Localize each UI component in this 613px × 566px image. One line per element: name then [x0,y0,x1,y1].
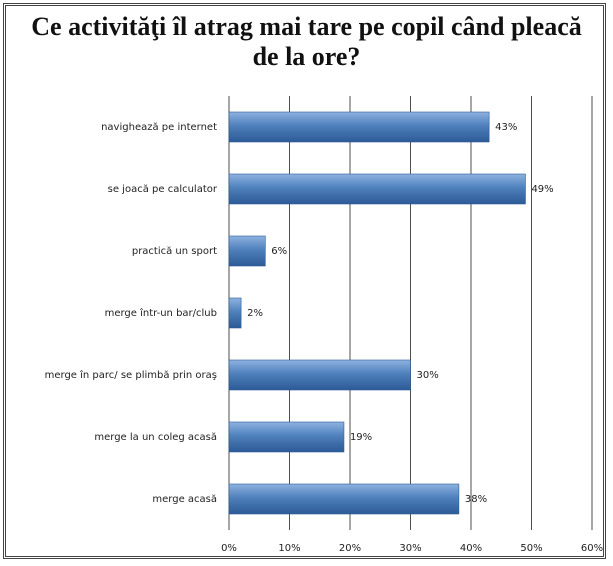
data-label: 38% [465,494,487,505]
x-tick-label: 10% [278,543,300,554]
data-label: 49% [531,184,553,195]
bar [228,111,490,143]
data-label: 2% [247,308,263,319]
y-tick-label: navighează pe internet [101,122,217,133]
bar [228,359,411,391]
data-label: 43% [495,122,517,133]
data-label: 30% [417,370,439,381]
x-tick-label: 0% [221,543,237,554]
y-tick-label: merge acasă [152,494,217,505]
chart-title: Ce activităţi îl atrag mai tare pe copil… [31,12,582,71]
x-tick-label: 40% [460,543,482,554]
y-tick-label: practică un sport [132,246,217,257]
x-tick-label: 50% [520,543,542,554]
y-tick-label: merge la un coleg acasă [94,432,217,443]
bar [228,483,460,515]
data-label: 6% [271,246,287,257]
x-tick-label: 20% [339,543,361,554]
bar [228,173,526,205]
y-tick-label: merge într-un bar/club [105,307,217,319]
y-tick-label: se joacă pe calculator [108,184,218,195]
data-label: 19% [350,432,372,443]
x-tick-label: 60% [581,543,603,554]
y-tick-label: merge în parc/ se plimbă prin oraş [45,369,217,381]
x-tick-label: 30% [399,543,421,554]
bar [228,235,266,267]
bar [228,421,345,453]
frame [3,3,606,559]
bar [228,297,242,329]
